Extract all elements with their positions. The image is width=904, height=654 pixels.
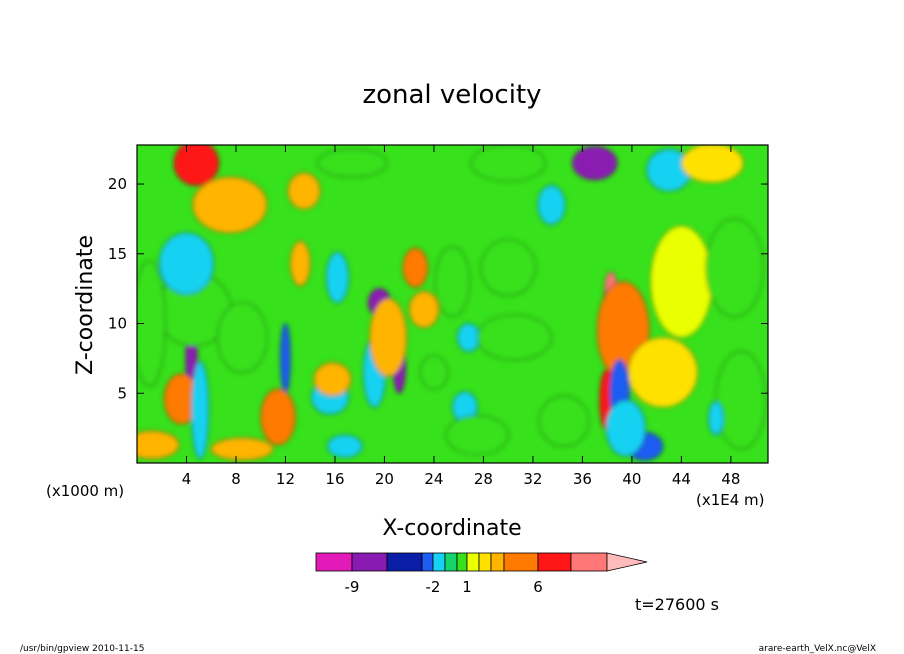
colorbar-tick-label: 1 [462,578,472,596]
field-blob [280,323,291,394]
y-tick-label: 10 [108,315,127,333]
x-tick-label: 24 [424,470,443,488]
colorbar-segment [537,552,572,572]
colorbar-segment [490,552,505,572]
x-tick-label: 40 [622,470,641,488]
colorbar-segment [386,552,423,572]
field-blob [705,218,764,317]
field-blob [137,260,166,387]
field-blob [210,437,274,461]
plot-area [136,144,769,464]
field-blob [260,388,296,446]
field-blob [470,145,546,182]
field-blob [191,360,210,460]
field-blob [317,148,388,178]
field-blob [137,430,180,460]
x-unit-left: (x1000 m) [46,482,124,500]
field-blob [313,362,352,397]
field-blob [572,145,618,181]
field-blob [476,314,552,361]
colorbar-tick-label: -9 [345,578,360,596]
colorbar-tick-labels: -9 -2 1 6 [345,578,543,596]
x-tick-label: 32 [523,470,542,488]
y-tick-label: 5 [117,384,127,402]
x-axis: 4 8 12 16 20 24 28 32 36 40 44 48 [182,145,740,488]
field-blob [408,291,440,329]
x-tick-label: 36 [573,470,592,488]
field-blob [158,232,215,295]
field-blob [605,399,646,457]
chart-title: zonal velocity [362,80,541,110]
y-tick-label: 20 [108,175,127,193]
field-blob [327,434,363,458]
field-blob [480,239,536,297]
x-tick-label: 44 [672,470,691,488]
colorbar-segment [456,552,468,572]
field-blob [537,185,566,225]
y-axis-label: Z-coordinate [73,235,98,375]
field-blob [173,145,220,186]
footer-right: arare-earth_VelX.nc@VelX [759,644,876,654]
field-blob [681,145,744,184]
colorbar [315,552,648,572]
colorbar-segment [351,552,388,572]
field-blob [457,323,481,352]
colorbar-tick-label: -2 [426,578,441,596]
colorbar-segment [444,552,458,572]
x-tick-label: 12 [276,470,295,488]
x-tick-label: 8 [231,470,241,488]
colorbar-segment [315,552,353,572]
colorbar-tick-label: 6 [533,578,543,596]
field-blob [627,337,698,408]
plot-frame [136,144,769,464]
field-blob [369,298,408,377]
colorbar-segment [503,552,539,572]
colorbar-segment [432,552,446,572]
field-blob [708,401,724,436]
y-axis: 5 10 15 20 [108,175,768,402]
colorbar-segment [466,552,480,572]
x-tick-label: 16 [325,470,344,488]
field-blob [402,247,429,288]
footer-left: /usr/bin/gpview 2010-11-15 [20,644,144,654]
field-blob [419,355,448,390]
x-tick-label: 28 [474,470,493,488]
field-blob [287,172,321,210]
colorbar-segment [570,552,608,572]
time-label: t=27600 s [635,595,719,614]
colorbar-arrow [606,552,648,572]
field-blob [217,302,268,373]
y-tick-label: 15 [108,245,127,263]
colorbar-segment [421,552,434,572]
field-blob [538,395,589,447]
x-tick-label: 20 [375,470,394,488]
x-axis-label: X-coordinate [382,516,521,541]
colorbar-segment [478,552,492,572]
field-blob [445,415,509,456]
field-blob [650,225,713,338]
x-tick-label: 4 [182,470,192,488]
field-blob [434,246,471,317]
field-blob [192,176,268,234]
field-blob [715,351,766,450]
field-blob [290,240,311,287]
x-unit-right: (x1E4 m) [696,491,765,509]
field-blob [325,251,349,304]
x-tick-label: 48 [721,470,740,488]
